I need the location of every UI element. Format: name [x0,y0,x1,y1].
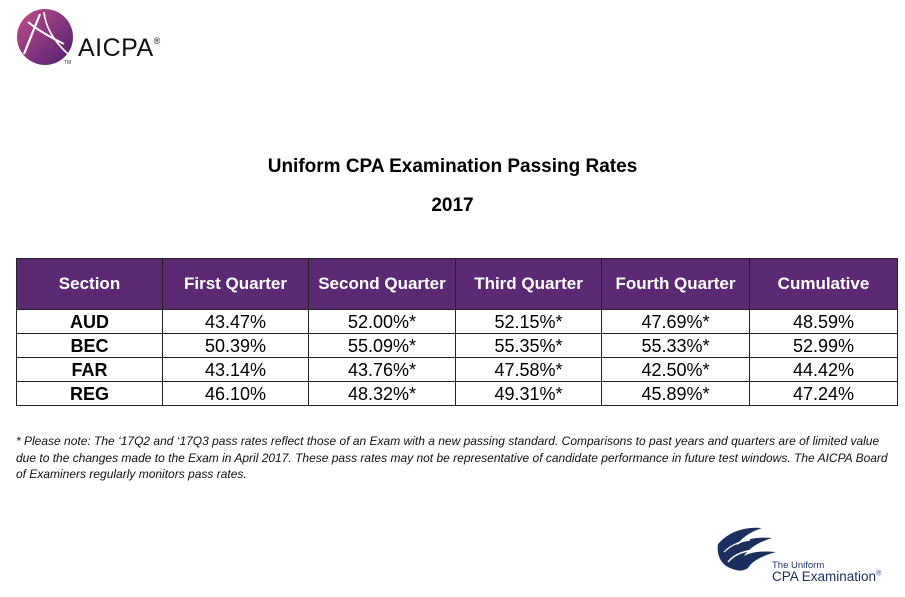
rate-cell: 55.09%* [308,333,456,358]
section-cell: FAR [16,357,163,382]
rate-cell: 48.59% [749,309,898,334]
rate-cell: 47.24% [749,381,898,406]
rate-cell: 52.15%* [455,309,602,334]
cpa-exam-logo: The Uniform CPA Examination® [714,522,894,586]
logo-wordmark-text: AICPA [78,34,154,62]
section-cell: AUD [16,309,163,334]
table-header-row: Section First Quarter Second Quarter Thi… [16,258,898,310]
column-header: Fourth Quarter [601,258,750,310]
table-row: FAR 43.14% 43.76%* 47.58%* 42.50%* 44.42… [16,357,898,382]
exam-logo-line2-text: CPA Examination [772,569,877,584]
logo-wordmark: AICPA® [78,34,161,63]
column-header: Section [16,258,163,310]
aicpa-logo: TM AICPA® [16,8,186,68]
exam-logo-line2: CPA Examination® [772,569,881,584]
rate-cell: 47.69%* [601,309,750,334]
column-header: Third Quarter [455,258,602,310]
rate-cell: 43.14% [162,357,309,382]
table-row: BEC 50.39% 55.09%* 55.35%* 55.33%* 52.99… [16,333,898,358]
column-header: Cumulative [749,258,898,310]
section-cell: REG [16,381,163,406]
rate-cell: 52.99% [749,333,898,358]
rate-cell: 55.33%* [601,333,750,358]
table-row: AUD 43.47% 52.00%* 52.15%* 47.69%* 48.59… [16,309,898,334]
column-header: Second Quarter [308,258,456,310]
rate-cell: 46.10% [162,381,309,406]
rate-cell: 52.00%* [308,309,456,334]
globe-swoosh-icon [717,527,776,571]
rate-cell: 49.31%* [455,381,602,406]
exam-logo-registered-mark: ® [876,570,882,578]
column-header: First Quarter [162,258,309,310]
rate-cell: 45.89%* [601,381,750,406]
table-row: REG 46.10% 48.32%* 49.31%* 45.89%* 47.24… [16,381,898,406]
aicpa-logo-icon [17,9,73,65]
rate-cell: 48.32%* [308,381,456,406]
rate-cell: 47.58%* [455,357,602,382]
passing-rates-table: Section First Quarter Second Quarter Thi… [16,258,898,406]
rate-cell: 44.42% [749,357,898,382]
footnote: * Please note: The ‘17Q2 and ‘17Q3 pass … [16,434,888,481]
exam-logo-line1: The Uniform [772,560,825,571]
logo-registered-mark: ® [153,36,161,46]
page-subtitle-year: 2017 [431,195,474,216]
page-title: Uniform CPA Examination Passing Rates [267,156,638,177]
section-cell: BEC [16,333,163,358]
logo-trademark: TM [64,60,72,66]
rate-cell: 43.47% [162,309,309,334]
rate-cell: 55.35%* [455,333,602,358]
rate-cell: 43.76%* [308,357,456,382]
rate-cell: 42.50%* [601,357,750,382]
rate-cell: 50.39% [162,333,309,358]
